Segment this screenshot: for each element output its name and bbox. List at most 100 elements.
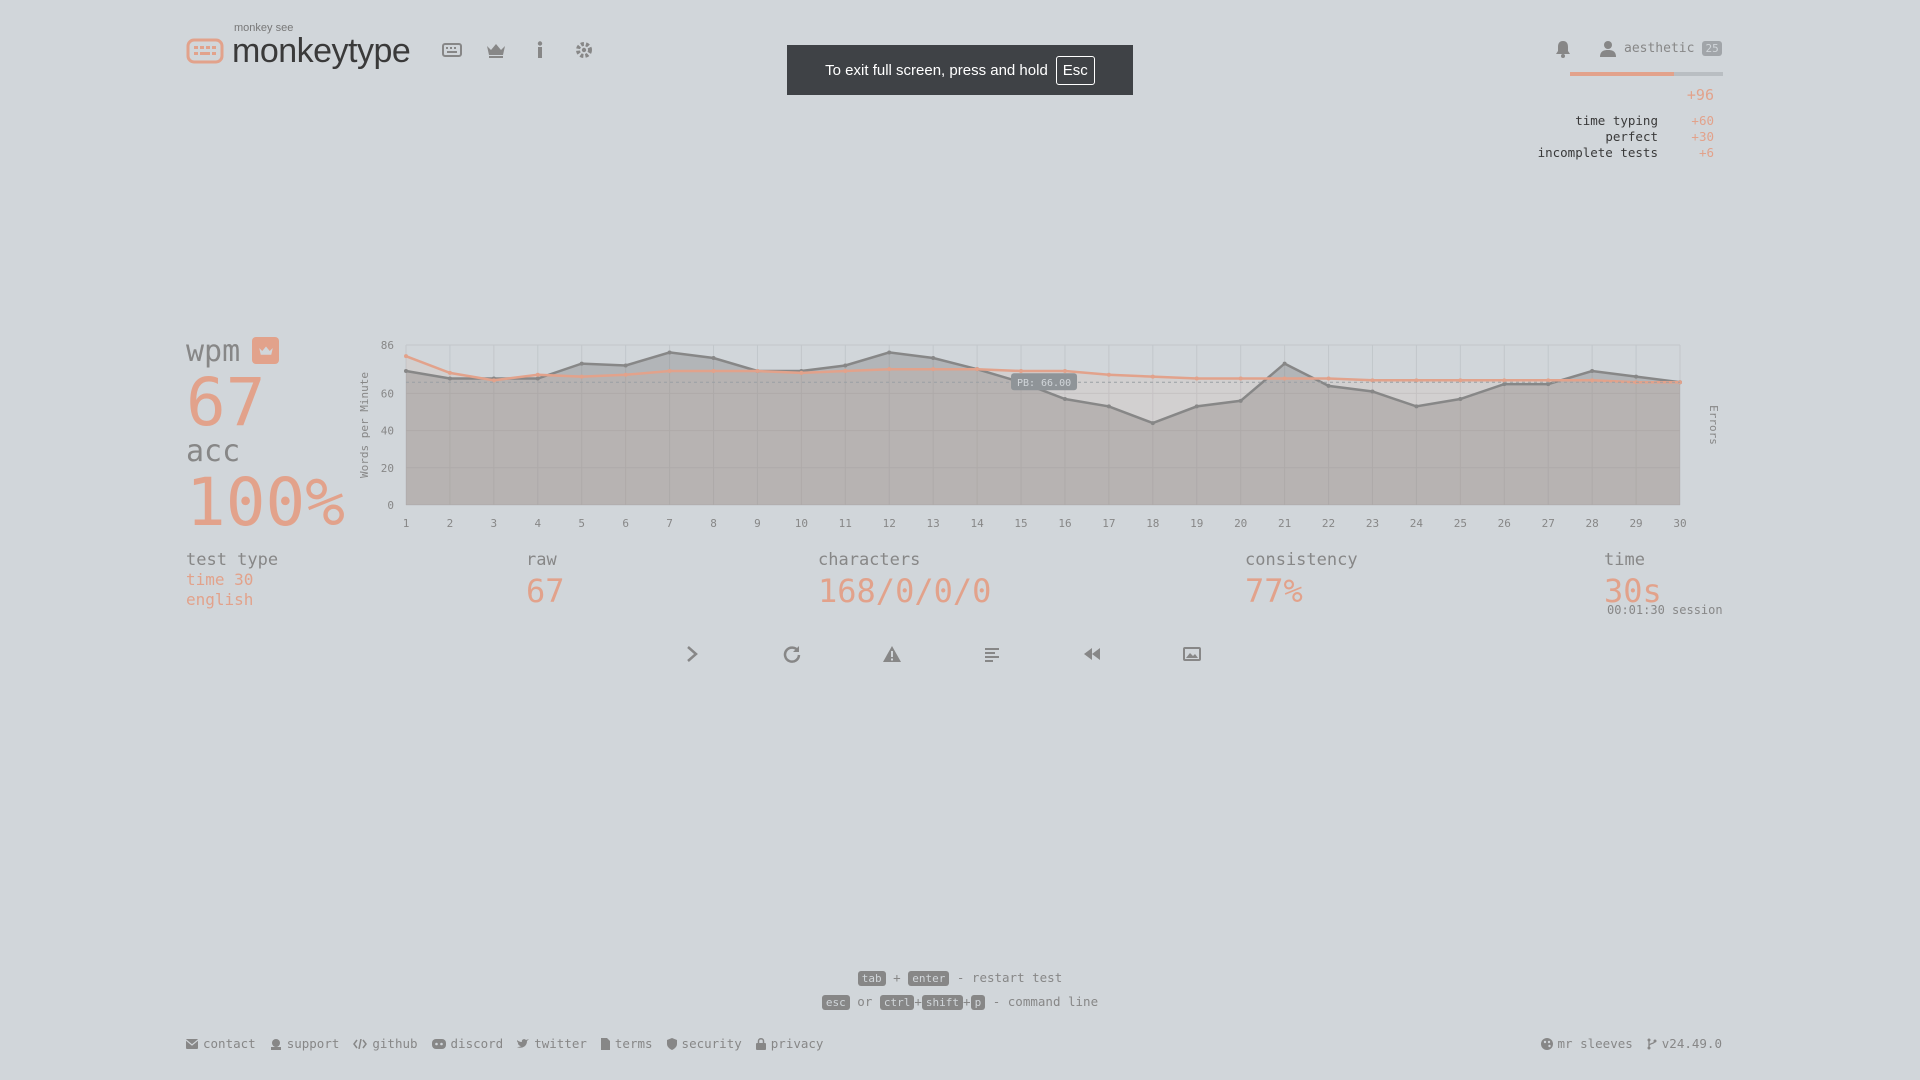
terms-link[interactable]: terms: [601, 1036, 653, 1051]
theme-button[interactable]: mr sleeves: [1541, 1036, 1633, 1051]
data-point: [712, 356, 716, 360]
x-tick-label: 18: [1146, 517, 1159, 530]
support-link[interactable]: support: [270, 1036, 340, 1051]
contact-link[interactable]: contact: [186, 1036, 256, 1051]
twitter-icon: [517, 1039, 529, 1049]
x-tick-label: 28: [1586, 517, 1599, 530]
xp-progress-fill: [1570, 72, 1674, 76]
data-point: [624, 373, 628, 377]
data-point: [1107, 373, 1111, 377]
x-tick-label: 15: [1014, 517, 1027, 530]
tab-key: tab: [858, 971, 886, 986]
x-tick-label: 1: [403, 517, 410, 530]
y-tick-label: 20: [381, 462, 394, 475]
plus-sign: +: [893, 970, 901, 985]
replay-button[interactable]: [1080, 642, 1104, 666]
github-label: github: [372, 1036, 417, 1051]
bell-icon[interactable]: [1555, 40, 1571, 62]
fullscreen-toast-text: To exit full screen, press and hold: [825, 62, 1048, 79]
restart-test-button[interactable]: [780, 642, 804, 666]
xp-row: perfect +30: [1538, 129, 1714, 145]
data-point: [1195, 376, 1199, 380]
x-tick-label: 3: [491, 517, 498, 530]
chevron-right-icon: [686, 646, 698, 662]
time-stat: time 30s: [1604, 550, 1662, 610]
xp-label: time typing: [1575, 113, 1658, 129]
logo[interactable]: monkey see monkeytype: [186, 24, 410, 68]
raw-label: raw: [526, 550, 565, 570]
warning-icon: [882, 645, 902, 663]
data-point: [580, 362, 584, 366]
xp-row: incomplete tests +6: [1538, 145, 1714, 161]
version-label: v24.49.0: [1662, 1036, 1722, 1051]
data-point: [1063, 369, 1067, 373]
data-point: [1283, 376, 1287, 380]
data-point: [1283, 362, 1287, 366]
data-point: [975, 367, 979, 371]
x-tick-label: 20: [1234, 517, 1247, 530]
file-icon: [601, 1038, 610, 1050]
x-tick-label: 21: [1278, 517, 1291, 530]
keyboard-icon[interactable]: [440, 38, 464, 62]
command-line-hint: esc or ctrl + shift + p - command line: [0, 994, 1920, 1009]
discord-link[interactable]: discord: [432, 1036, 504, 1051]
restart-hint-text: - restart test: [957, 970, 1062, 985]
raw-stat: raw 67: [526, 550, 565, 610]
data-point: [1634, 375, 1638, 379]
account-button[interactable]: aesthetic 25: [1600, 40, 1722, 57]
lock-icon: [756, 1038, 766, 1050]
x-tick-label: 13: [927, 517, 940, 530]
gear-icon[interactable]: [572, 38, 596, 62]
donate-icon: [270, 1038, 282, 1050]
consistency-value: 77%: [1245, 572, 1358, 610]
data-point: [1239, 399, 1243, 403]
acc-value: 100%: [186, 464, 345, 541]
crown-icon[interactable]: [484, 38, 508, 62]
xp-breakdown: time typing +60 perfect +30 incomplete tes…: [1538, 113, 1714, 161]
support-label: support: [287, 1036, 340, 1051]
data-point: [404, 354, 408, 358]
refresh-icon: [783, 645, 801, 663]
test-type-label: test type: [186, 550, 278, 570]
y-tick-label: 0: [387, 499, 394, 512]
data-point: [448, 371, 452, 375]
data-point: [712, 369, 716, 373]
twitter-label: twitter: [534, 1036, 587, 1051]
x-tick-label: 2: [447, 517, 454, 530]
x-tick-label: 6: [622, 517, 629, 530]
data-point: [1151, 375, 1155, 379]
data-point: [404, 369, 408, 373]
text-align-icon: [984, 646, 1000, 662]
data-point: [843, 363, 847, 367]
xp-label: incomplete tests: [1538, 145, 1658, 161]
data-point: [843, 369, 847, 373]
result-actions: [680, 642, 1204, 666]
discord-icon: [432, 1039, 446, 1049]
data-point: [1239, 376, 1243, 380]
fullscreen-toast: To exit full screen, press and hold Esc: [787, 45, 1133, 95]
data-point: [1590, 369, 1594, 373]
x-tick-label: 11: [839, 517, 852, 530]
github-link[interactable]: github: [353, 1036, 417, 1051]
report-error-button[interactable]: [880, 642, 904, 666]
data-point: [755, 369, 759, 373]
test-type-stat: test type time 30 english: [186, 550, 278, 610]
twitter-link[interactable]: twitter: [517, 1036, 587, 1051]
version-button[interactable]: v24.49.0: [1647, 1036, 1722, 1051]
show-words-button[interactable]: [980, 642, 1004, 666]
save-screenshot-button[interactable]: [1180, 642, 1204, 666]
terms-label: terms: [615, 1036, 653, 1051]
xp-total: +96: [1687, 86, 1714, 104]
data-point: [1019, 369, 1023, 373]
next-test-button[interactable]: [680, 642, 704, 666]
security-link[interactable]: security: [667, 1036, 742, 1051]
x-tick-label: 25: [1454, 517, 1467, 530]
x-tick-label: 7: [666, 517, 673, 530]
data-point: [1063, 397, 1067, 401]
shield-icon: [667, 1038, 677, 1050]
data-point: [668, 350, 672, 354]
info-icon[interactable]: [528, 38, 552, 62]
data-point: [799, 371, 803, 375]
data-point: [448, 376, 452, 380]
privacy-link[interactable]: privacy: [756, 1036, 824, 1051]
